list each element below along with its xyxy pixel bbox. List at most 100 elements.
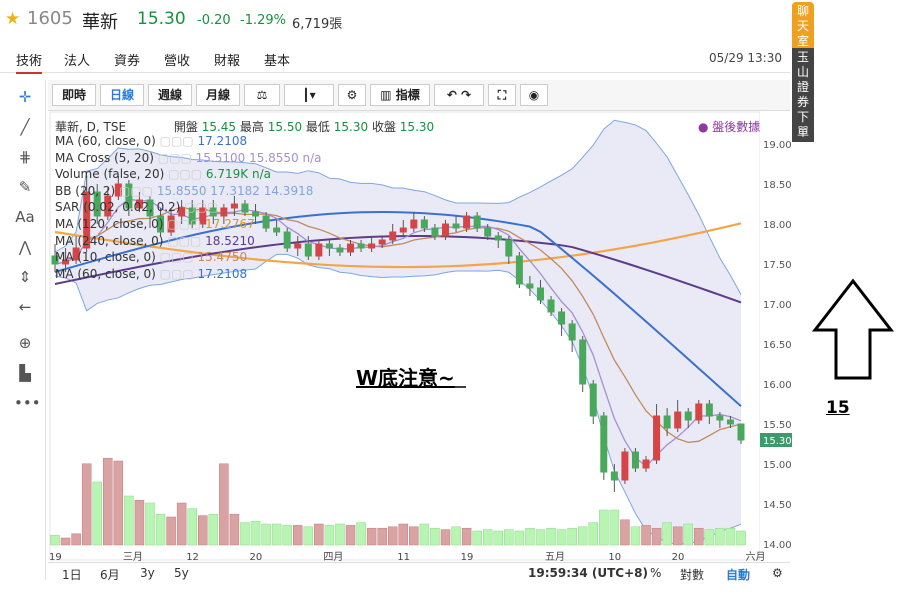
legend-row: SAR (0.02, 0.02, 0.2) ▢▢▢: [55, 200, 218, 214]
volume-bar: [92, 481, 102, 546]
candle-body: [568, 323, 576, 341]
legend-row-controls-icon[interactable]: ▢▢▢: [163, 217, 206, 231]
candle-body: [262, 215, 270, 229]
y-tick-label: 16.50: [763, 340, 792, 351]
tab-margin[interactable]: 資券: [114, 54, 141, 69]
volume-bar: [440, 529, 451, 546]
legend-row-controls-icon[interactable]: ▢▢▢: [155, 250, 198, 265]
tab-institutional[interactable]: 法人: [64, 54, 91, 69]
volume-bar: [419, 523, 430, 546]
x-tick-label: 四月: [323, 551, 343, 563]
legend-row: MA (10, close, 0) ▢▢▢ 15.4750: [55, 250, 247, 264]
volume-bar: [472, 530, 482, 546]
legend-row-label: SAR (0.02, 0.02, 0.2): [55, 200, 181, 215]
legend-row-controls-icon[interactable]: ▢▢▢: [163, 233, 206, 248]
legend-row: Volume (false, 20) ▢▢▢ 6.719K n/a: [55, 167, 271, 181]
range-1d[interactable]: 1日: [62, 568, 82, 582]
chart-toolbar: 即時 日線 週線 月線 ⚖ ┃▾ ⚙ ▥ 指標 ↶ ↷ ⛶ ◉: [48, 80, 790, 111]
percent-toggle[interactable]: %: [650, 566, 662, 580]
tab-technical[interactable]: 技術: [16, 50, 43, 74]
volume-bar: [314, 523, 324, 546]
ruler-icon[interactable]: ▙: [19, 364, 31, 382]
volume-bar: [398, 523, 409, 546]
after-hours-label[interactable]: ● 盤後數據: [698, 120, 761, 134]
compare-icon[interactable]: ⚖: [244, 84, 280, 106]
legend-row-controls-icon[interactable]: ▢▢▢: [164, 167, 206, 182]
crosshair-icon[interactable]: ✛: [18, 88, 32, 106]
volume-bar: [546, 527, 556, 546]
candle-body: [188, 207, 196, 225]
candle-body: [484, 227, 492, 237]
candle-body: [473, 215, 481, 229]
chatroom-button[interactable]: 聊天室: [792, 2, 814, 51]
fib-icon[interactable]: ⋕: [18, 148, 32, 166]
indicators-button[interactable]: ▥ 指標: [370, 84, 430, 106]
candle-body: [536, 287, 544, 301]
realtime-button[interactable]: 即時: [52, 84, 96, 106]
legend-row-label: MA (60, close, 0): [55, 266, 156, 281]
volume-bar: [641, 525, 651, 546]
tab-financials[interactable]: 財報: [214, 54, 241, 69]
legend-row-controls-icon[interactable]: ▢▢▢: [115, 183, 157, 198]
legend-row-controls-icon[interactable]: ▢▢▢: [153, 150, 196, 165]
range-5y[interactable]: 5y: [174, 566, 189, 580]
candle-body: [347, 243, 355, 253]
pattern-icon[interactable]: ⋀: [18, 238, 32, 256]
trendline-icon[interactable]: ╱: [20, 118, 30, 136]
ma240-line: [54, 222, 742, 269]
more-icon[interactable]: •••: [14, 394, 41, 412]
arrow-icon[interactable]: ←: [18, 298, 32, 316]
range-3y[interactable]: 3y: [140, 566, 155, 580]
y-tick-label: 14.50: [763, 500, 792, 511]
text-icon[interactable]: Aa: [15, 208, 35, 226]
range-6m[interactable]: 6月: [100, 568, 120, 582]
candle-body: [621, 451, 629, 481]
log-toggle[interactable]: 對數: [680, 568, 705, 582]
weekly-button[interactable]: 週線: [148, 84, 192, 106]
volume-bar: [736, 530, 746, 546]
zoom-icon[interactable]: ⊕: [18, 334, 32, 352]
volume-bar: [630, 526, 641, 546]
legend-row-value: 15.5100: [195, 150, 246, 165]
settings-icon[interactable]: ⚙: [338, 84, 366, 106]
candle-body: [726, 419, 734, 425]
candle-body: [357, 243, 365, 249]
legend-row-value: 6.719K: [205, 167, 249, 182]
y-tick-label: 15.00: [763, 460, 792, 471]
fullscreen-icon[interactable]: ⛶: [488, 84, 516, 106]
legend-row: BB (20, 2) ▢▢▢ 15.8550 17.3182 14.3918: [55, 184, 313, 198]
daily-button[interactable]: 日線: [100, 84, 144, 106]
star-icon[interactable]: ★: [5, 9, 21, 29]
esun-order-button[interactable]: 玉山證券下單: [792, 48, 814, 142]
undo-redo-icon[interactable]: ↶ ↷: [434, 84, 484, 106]
volume-bar: [482, 529, 493, 546]
candle-body: [178, 207, 186, 217]
legend-row-controls-icon[interactable]: ▢▢▢: [155, 134, 198, 148]
volume-bar: [81, 463, 92, 546]
volume-bar: [683, 523, 693, 546]
candle-body: [294, 243, 302, 249]
last-price-tag: 15.30: [763, 436, 792, 447]
axis-settings-icon[interactable]: ⚙: [772, 566, 783, 580]
legend-row-controls-icon[interactable]: ▢▢▢: [155, 266, 198, 281]
tab-revenue[interactable]: 營收: [164, 54, 191, 69]
camera-icon[interactable]: ◉: [520, 84, 548, 106]
chart-type-icon[interactable]: ┃▾: [284, 84, 334, 106]
brush-icon[interactable]: ✎: [18, 178, 32, 196]
candle-body: [431, 227, 439, 237]
tab-basic[interactable]: 基本: [264, 54, 291, 69]
clock: 19:59:34 (UTC+8): [528, 566, 648, 580]
legend-row-value: 17.2767: [205, 217, 255, 231]
volume-bar: [409, 526, 419, 546]
volume-bar: [166, 516, 176, 546]
legend-row-extra: 17.3182 14.3918: [206, 183, 314, 198]
monthly-button[interactable]: 月線: [196, 84, 240, 106]
measure-icon[interactable]: ⇕: [18, 268, 32, 286]
y-tick-label: 16.00: [763, 380, 792, 391]
candle-body: [157, 215, 165, 233]
legend-row-controls-icon[interactable]: ▢▢▢: [180, 200, 219, 215]
candle-body: [368, 243, 376, 249]
auto-toggle[interactable]: 自動: [726, 568, 751, 582]
x-tick-label: 12: [186, 552, 199, 563]
